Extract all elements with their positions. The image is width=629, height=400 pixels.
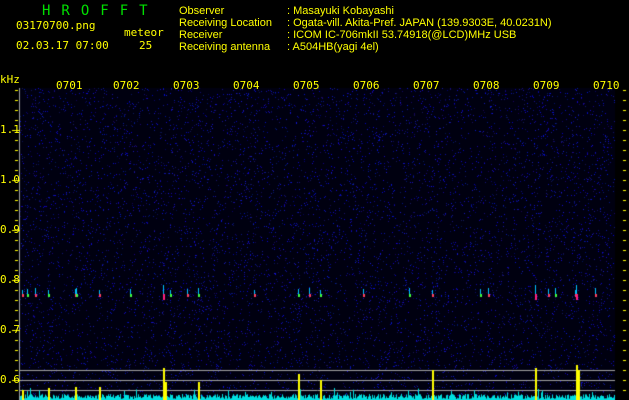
x-tick: 0708 <box>473 79 500 92</box>
x-tick: 0705 <box>293 79 320 92</box>
x-tick: 0704 <box>233 79 260 92</box>
y-tick: 0.7 <box>0 323 20 336</box>
info-row: Receiving Location : Ogata-vill. Akita-P… <box>179 17 552 29</box>
x-tick: 0701 <box>56 79 83 92</box>
x-tick: 0709 <box>533 79 560 92</box>
info-row: Observer : Masayuki Kobayashi <box>179 5 552 17</box>
datetime: 02.03.17 07:00 <box>16 39 109 52</box>
y-tick: 1.1 <box>0 123 20 136</box>
info-value: : Masayuki Kobayashi <box>287 5 394 17</box>
y-tick: 0.8 <box>0 273 20 286</box>
meteor-label: meteor <box>124 26 164 39</box>
y-tick: 1.0 <box>0 173 20 186</box>
x-tick: 0710 <box>593 79 620 92</box>
info-label: Receiving antenna <box>179 41 271 53</box>
app-title: HROFFT <box>42 3 159 19</box>
info-label: Receiver <box>179 29 223 41</box>
x-tick: 0706 <box>353 79 380 92</box>
info-row: Receiving antenna : A504HB(yagi 4el) <box>179 41 552 53</box>
info-value: : ICOM IC-706mkII 53.74918(@LCD)MHz USB <box>287 29 517 41</box>
info-label: Receiving Location <box>179 17 272 29</box>
info-value: : A504HB(yagi 4el) <box>287 41 379 53</box>
info-label: Observer <box>179 5 225 17</box>
x-tick: 0702 <box>113 79 140 92</box>
y-tick: 0.6 <box>0 373 20 386</box>
info-value: : Ogata-vill. Akita-Pref. JAPAN (139.930… <box>287 17 552 29</box>
file-name: 03170700.png <box>16 19 96 32</box>
info-panel: Observer : Masayuki Kobayashi Receiving … <box>179 5 552 53</box>
info-row: Receiver : ICOM IC-706mkII 53.74918(@LCD… <box>179 29 552 41</box>
y-tick: 0.9 <box>0 223 20 236</box>
meteor-count: 25 <box>139 39 153 52</box>
x-tick: 0703 <box>173 79 200 92</box>
y-unit: kHz <box>0 73 20 86</box>
x-tick: 0707 <box>413 79 440 92</box>
